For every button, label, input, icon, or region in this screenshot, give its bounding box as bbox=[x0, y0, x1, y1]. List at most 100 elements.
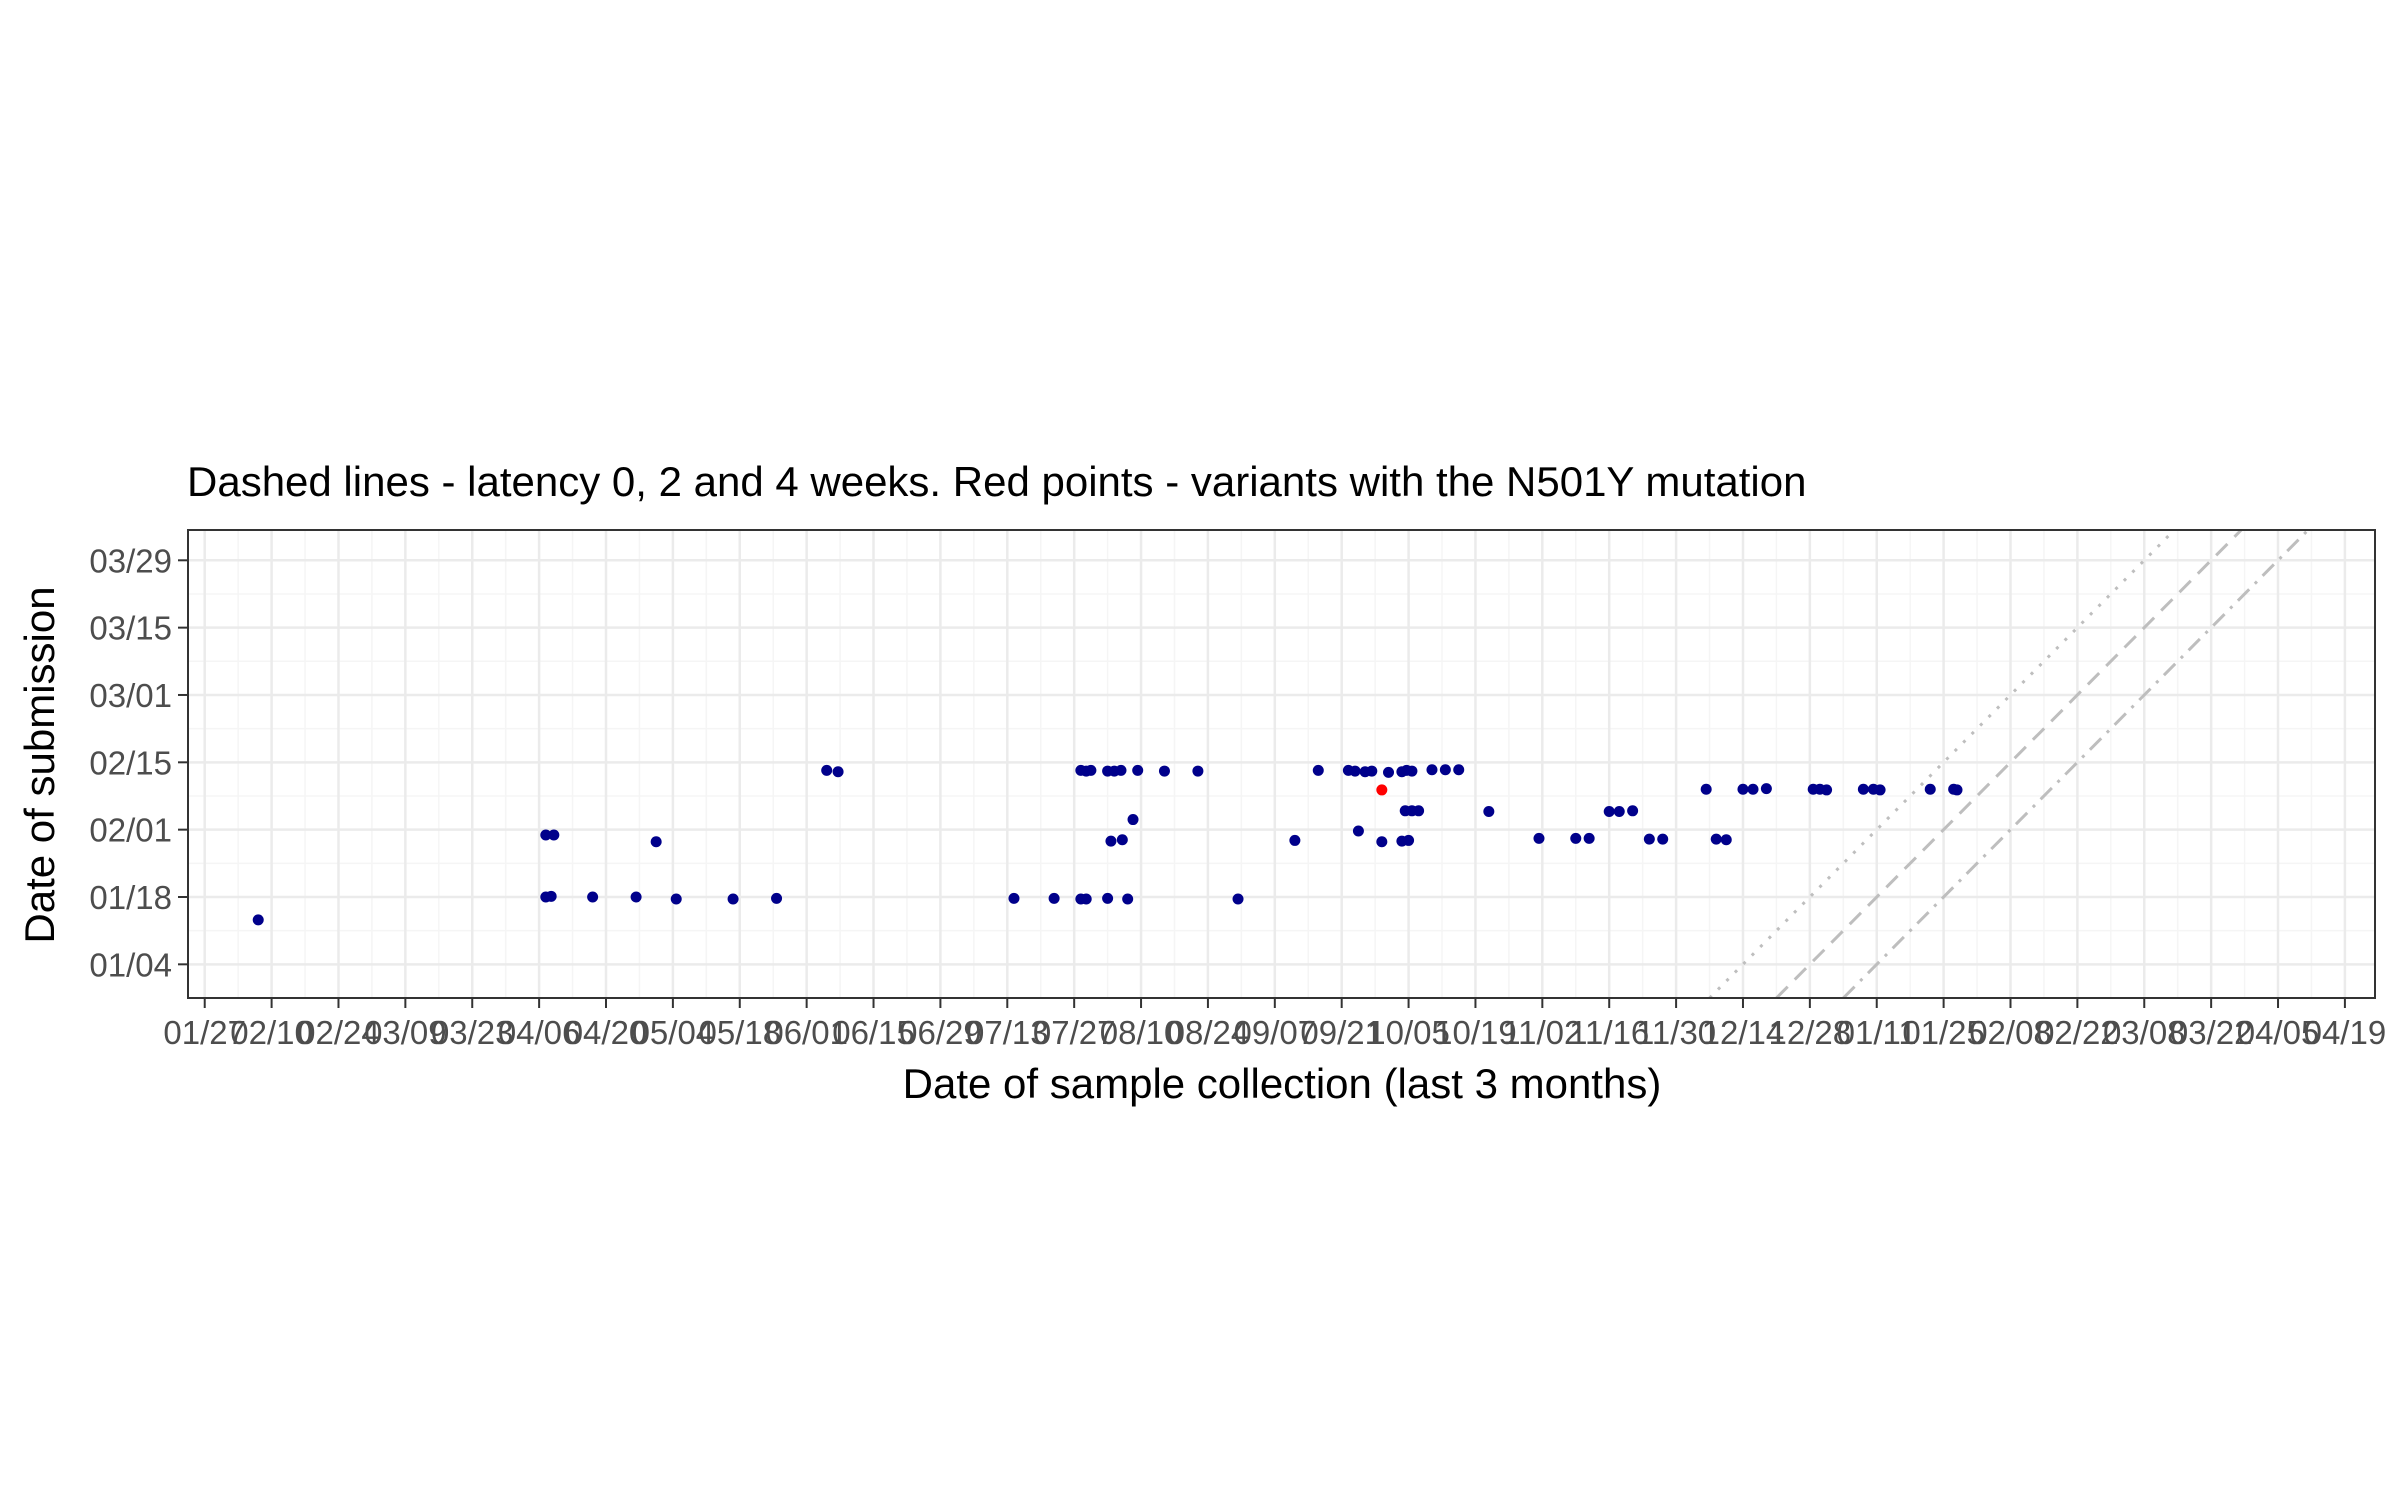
x-tick-label: 01/11 bbox=[1837, 1014, 1917, 1051]
data-point bbox=[1085, 764, 1097, 776]
data-point bbox=[821, 764, 833, 776]
x-axis-ticks: 01/2702/1002/2403/0903/2304/0604/2005/04… bbox=[163, 998, 2386, 1051]
data-point bbox=[545, 890, 557, 902]
data-point bbox=[1426, 764, 1438, 776]
data-point bbox=[1406, 765, 1418, 777]
data-point bbox=[1105, 835, 1117, 847]
x-tick-label: 02/22 bbox=[2036, 1014, 2119, 1051]
data-point bbox=[1924, 783, 1936, 795]
data-point bbox=[1583, 832, 1595, 844]
data-point bbox=[1376, 836, 1388, 848]
y-tick-label: 03/29 bbox=[89, 542, 172, 579]
x-tick-label: 09/07 bbox=[1234, 1014, 1317, 1051]
x-tick-label: 11/02 bbox=[1502, 1014, 1582, 1051]
data-point bbox=[1048, 892, 1060, 904]
data-point bbox=[1352, 825, 1364, 837]
data-point bbox=[771, 892, 783, 904]
data-point bbox=[548, 829, 560, 841]
data-point bbox=[1115, 764, 1127, 776]
latency-line-0-weeks bbox=[1708, 530, 2176, 998]
data-point bbox=[587, 891, 599, 903]
x-axis-title: Date of sample collection (last 3 months… bbox=[903, 1060, 1662, 1107]
x-tick-label: 03/22 bbox=[2170, 1014, 2253, 1051]
data-point bbox=[630, 891, 642, 903]
data-point bbox=[1874, 784, 1886, 796]
data-point bbox=[832, 766, 844, 778]
x-tick-label: 10/19 bbox=[1434, 1014, 1517, 1051]
data-point bbox=[1158, 765, 1170, 777]
x-tick-label: 02/24 bbox=[297, 1014, 380, 1051]
x-tick-label: 10/05 bbox=[1367, 1014, 1450, 1051]
x-tick-label: 01/27 bbox=[163, 1014, 246, 1051]
data-point bbox=[1080, 893, 1092, 905]
x-tick-label: 07/13 bbox=[966, 1014, 1049, 1051]
x-tick-label: 08/10 bbox=[1100, 1014, 1183, 1051]
data-point bbox=[1116, 834, 1128, 846]
data-point bbox=[1132, 764, 1144, 776]
y-axis-title: Date of submission bbox=[16, 586, 63, 943]
x-tick-label: 11/16 bbox=[1569, 1014, 1649, 1051]
data-point bbox=[727, 893, 739, 905]
chart-title: Dashed lines - latency 0, 2 and 4 weeks.… bbox=[187, 458, 1806, 505]
data-point bbox=[1483, 805, 1495, 817]
y-tick-label: 01/04 bbox=[89, 946, 172, 983]
latency-line-2-weeks bbox=[1775, 530, 2243, 998]
x-tick-label: 12/28 bbox=[1769, 1014, 1852, 1051]
x-tick-label: 02/10 bbox=[230, 1014, 313, 1051]
x-tick-label: 05/18 bbox=[698, 1014, 781, 1051]
x-tick-label: 03/08 bbox=[2103, 1014, 2186, 1051]
latency-line-4-weeks bbox=[1842, 530, 2310, 998]
x-tick-label: 12/14 bbox=[1702, 1014, 1785, 1051]
data-point bbox=[252, 914, 264, 926]
plot-panel bbox=[188, 530, 2375, 998]
x-tick-label: 07/27 bbox=[1033, 1014, 1116, 1051]
x-tick-label: 04/20 bbox=[565, 1014, 648, 1051]
data-point bbox=[1453, 764, 1465, 776]
data-point bbox=[650, 836, 662, 848]
y-tick-label: 03/15 bbox=[89, 610, 172, 647]
x-tick-label: 06/29 bbox=[899, 1014, 982, 1051]
y-tick-label: 02/01 bbox=[89, 812, 172, 849]
y-axis-ticks: 01/04 01/18 02/01 02/15 03/01 03/15 03/29 bbox=[89, 542, 188, 983]
x-tick-label: 02/08 bbox=[1969, 1014, 2052, 1051]
data-point bbox=[1439, 764, 1451, 776]
major-gridlines-y bbox=[188, 559, 2375, 966]
data-point bbox=[1533, 832, 1545, 844]
data-point bbox=[1643, 833, 1655, 845]
data-point bbox=[1102, 892, 1114, 904]
data-point bbox=[1737, 783, 1749, 795]
data-point bbox=[1760, 783, 1772, 795]
data-point bbox=[1720, 834, 1732, 846]
latency-lines bbox=[1708, 530, 2310, 998]
data-point bbox=[1627, 805, 1639, 817]
major-gridlines-x bbox=[203, 530, 2347, 998]
x-tick-label: 08/24 bbox=[1167, 1014, 1250, 1051]
x-tick-label: 03/09 bbox=[364, 1014, 447, 1051]
data-point-n501y bbox=[1376, 784, 1388, 796]
data-point bbox=[1403, 834, 1415, 846]
data-point bbox=[670, 893, 682, 905]
data-point bbox=[1821, 784, 1833, 796]
x-tick-label: 03/23 bbox=[431, 1014, 514, 1051]
data-point bbox=[1349, 765, 1361, 777]
data-point bbox=[1289, 834, 1301, 846]
data-point bbox=[1312, 764, 1324, 776]
data-point bbox=[1413, 805, 1425, 817]
data-point bbox=[1613, 805, 1625, 817]
data-point bbox=[1570, 832, 1582, 844]
x-tick-label: 01/25 bbox=[1902, 1014, 1985, 1051]
x-tick-label: 06/01 bbox=[765, 1014, 848, 1051]
x-tick-label: 09/21 bbox=[1300, 1014, 1383, 1051]
y-tick-label: 03/01 bbox=[89, 677, 172, 714]
data-points bbox=[252, 764, 1963, 926]
data-point bbox=[1122, 893, 1134, 905]
data-point bbox=[1383, 766, 1395, 778]
x-tick-label: 04/06 bbox=[498, 1014, 581, 1051]
minor-gridlines-x bbox=[237, 530, 2313, 998]
data-point bbox=[1127, 814, 1139, 826]
data-point bbox=[1657, 833, 1669, 845]
data-point bbox=[1008, 892, 1020, 904]
data-point bbox=[1603, 805, 1615, 817]
x-tick-label: 05/04 bbox=[632, 1014, 715, 1051]
